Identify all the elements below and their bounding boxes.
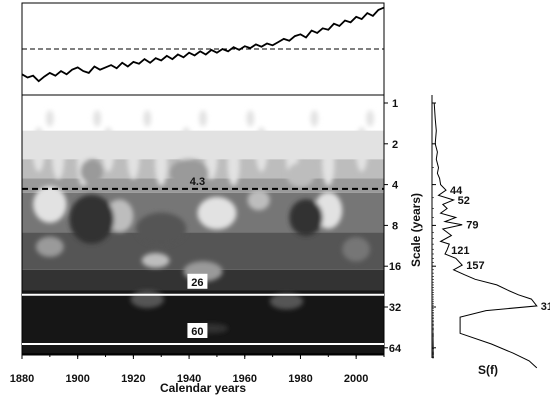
power-contour (247, 189, 270, 211)
x-tick-label: 1900 (65, 373, 89, 385)
y-tick-label: 1 (392, 98, 398, 110)
x-axis-title: Calendar years (160, 381, 246, 395)
y-tick-label: 16 (389, 261, 401, 273)
power-contour (136, 212, 187, 246)
y-axis-title: Scale (years) (409, 193, 423, 267)
power-contour (366, 110, 374, 127)
spectrum-peak-label: 314 (541, 301, 550, 313)
spectrum-peak-label: 157 (466, 260, 484, 272)
x-tick-label: 1960 (233, 373, 257, 385)
power-contour (143, 110, 152, 127)
power-contour (45, 110, 54, 127)
top-series-line (21, 6, 385, 83)
power-contour (52, 134, 65, 180)
power-contour (102, 126, 115, 172)
power-contour (322, 141, 335, 187)
power-contour (197, 196, 237, 230)
reference-label: 4.3 (190, 176, 205, 188)
power-contour (35, 236, 64, 257)
power-contour (205, 134, 218, 180)
power-contour (33, 186, 67, 223)
x-tick-label: 1980 (288, 373, 312, 385)
spectrum-peak-label: 44 (450, 185, 463, 197)
y-tick-label: 64 (389, 343, 402, 355)
spectrum-peak-label: 79 (466, 220, 478, 232)
power-contour (355, 126, 368, 172)
spectrum-line (433, 102, 538, 369)
power-contour (80, 159, 103, 184)
power-contour (246, 110, 255, 127)
y-tick-label: 8 (392, 220, 398, 232)
wavelet-reference-lines: 4.3 26 60 (22, 176, 384, 346)
reference-label: 60 (191, 326, 203, 338)
power-contour (127, 134, 140, 180)
reference-label-box (187, 273, 208, 289)
power-contour (69, 194, 114, 244)
y-tick-label: 2 (392, 139, 398, 151)
power-contour (32, 126, 45, 172)
y-tick-label: 4 (392, 180, 399, 192)
power-contour (155, 141, 168, 187)
x-axis: 1880 1900 1920 1940 1960 1980 2000 (10, 355, 385, 385)
power-contour (141, 253, 170, 268)
power-contour (199, 110, 207, 127)
x-tick-label: 1920 (121, 373, 145, 385)
spectrum-axis-title: S(f) (478, 363, 498, 377)
power-band (22, 353, 384, 355)
reference-label: 26 (191, 277, 203, 289)
power-contour (93, 110, 102, 127)
power-contour (342, 237, 371, 262)
spectrum-peak-label: 52 (458, 195, 470, 207)
power-contour (227, 141, 240, 187)
wavelet-power-map (22, 103, 384, 355)
power-contour (286, 162, 315, 188)
y-tick-label: 32 (389, 302, 401, 314)
x-tick-label: 1880 (10, 373, 34, 385)
top-series-plot (21, 6, 385, 83)
reference-label-box (187, 323, 208, 339)
power-contour (255, 126, 268, 172)
power-contour (269, 293, 304, 310)
power-contour (289, 199, 323, 236)
power-contour (169, 158, 209, 188)
power-contour (310, 110, 319, 127)
spectrum-peak-label: 121 (451, 245, 469, 257)
power-contour (130, 290, 165, 309)
x-tick-label: 1940 (177, 373, 201, 385)
x-tick-label: 2000 (344, 373, 368, 385)
